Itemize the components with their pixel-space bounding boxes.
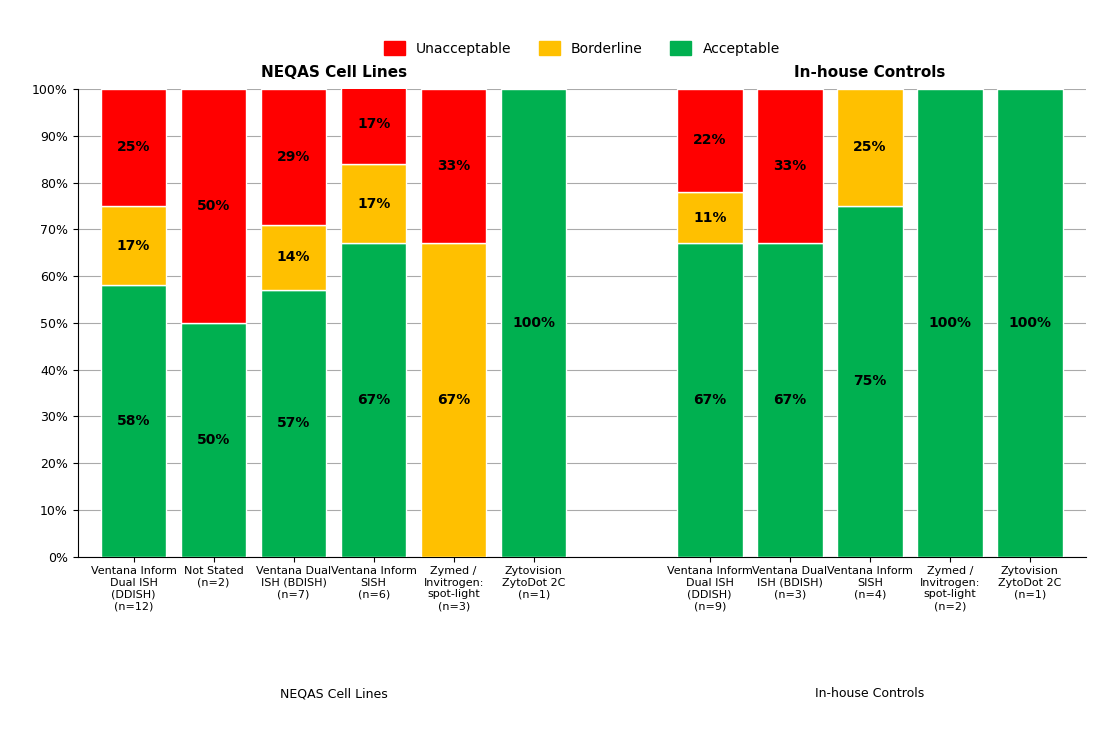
Bar: [997, 89, 1063, 556]
Text: NEQAS Cell Lines: NEQAS Cell Lines: [260, 65, 407, 79]
Bar: [757, 243, 822, 556]
Bar: [101, 286, 166, 556]
Text: 17%: 17%: [116, 239, 151, 252]
Bar: [421, 89, 486, 243]
Bar: [260, 290, 327, 556]
Text: 58%: 58%: [116, 414, 151, 428]
Bar: [501, 89, 566, 556]
Text: 67%: 67%: [694, 393, 727, 407]
Bar: [101, 89, 166, 206]
Bar: [677, 89, 742, 192]
Bar: [341, 164, 407, 243]
Text: 17%: 17%: [357, 197, 390, 211]
Text: 67%: 67%: [773, 393, 807, 407]
Bar: [181, 89, 246, 323]
Bar: [181, 323, 246, 556]
Text: 22%: 22%: [692, 134, 727, 148]
Bar: [677, 192, 742, 243]
Text: 50%: 50%: [197, 433, 230, 447]
Bar: [260, 89, 327, 225]
Text: In-house Controls: In-house Controls: [815, 687, 924, 700]
Text: 67%: 67%: [357, 393, 390, 407]
Text: 11%: 11%: [692, 211, 727, 225]
Text: 25%: 25%: [853, 140, 886, 154]
Text: 100%: 100%: [512, 316, 555, 329]
Bar: [421, 243, 486, 556]
Text: 100%: 100%: [1008, 316, 1051, 329]
Text: NEQAS Cell Lines: NEQAS Cell Lines: [279, 687, 388, 700]
Text: 57%: 57%: [277, 416, 310, 430]
Legend: Unacceptable, Borderline, Acceptable: Unacceptable, Borderline, Acceptable: [378, 35, 786, 61]
Text: 25%: 25%: [116, 140, 151, 154]
Bar: [341, 243, 407, 556]
Bar: [757, 89, 822, 243]
Bar: [917, 89, 983, 556]
Text: 33%: 33%: [437, 160, 470, 173]
Bar: [260, 225, 327, 290]
Bar: [837, 206, 903, 556]
Text: 14%: 14%: [277, 250, 310, 264]
Text: In-house Controls: In-house Controls: [794, 65, 945, 79]
Text: 29%: 29%: [277, 150, 310, 164]
Bar: [837, 89, 903, 206]
Bar: [677, 243, 742, 556]
Text: 17%: 17%: [357, 117, 390, 131]
Text: 67%: 67%: [437, 393, 470, 407]
Text: 33%: 33%: [773, 160, 807, 173]
Text: 100%: 100%: [929, 316, 972, 329]
Text: 50%: 50%: [197, 199, 230, 213]
Bar: [341, 85, 407, 164]
Text: 75%: 75%: [853, 374, 886, 388]
Bar: [101, 206, 166, 286]
